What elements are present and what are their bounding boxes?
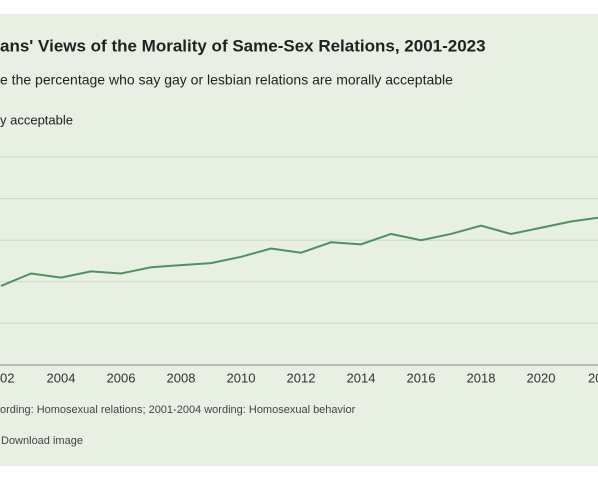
data-line <box>0 216 598 287</box>
chart-subtitle: e the percentage who say gay or lesbian … <box>0 72 453 88</box>
x-tick-label: 2014 <box>347 370 376 385</box>
x-tick-label: 2016 <box>407 370 436 385</box>
x-tick-label: 2018 <box>467 370 496 385</box>
chart-title: ans' Views of the Morality of Same-Sex R… <box>0 36 486 55</box>
x-tick-label: 2010 <box>227 370 256 385</box>
x-tick-label: 2006 <box>107 370 136 385</box>
footnote: ording: Homosexual relations; 2001-2004 … <box>0 404 356 416</box>
x-tick-label: 20 <box>588 370 598 385</box>
x-tick-label: 2020 <box>527 370 556 385</box>
legend-label: y acceptable <box>0 112 73 127</box>
download-link[interactable]: Download image <box>1 435 83 447</box>
x-tick-label: 2008 <box>167 370 196 385</box>
x-tick-label: 2004 <box>47 370 76 385</box>
x-tick-label: 02 <box>0 370 14 385</box>
x-tick-label: 2012 <box>287 370 316 385</box>
